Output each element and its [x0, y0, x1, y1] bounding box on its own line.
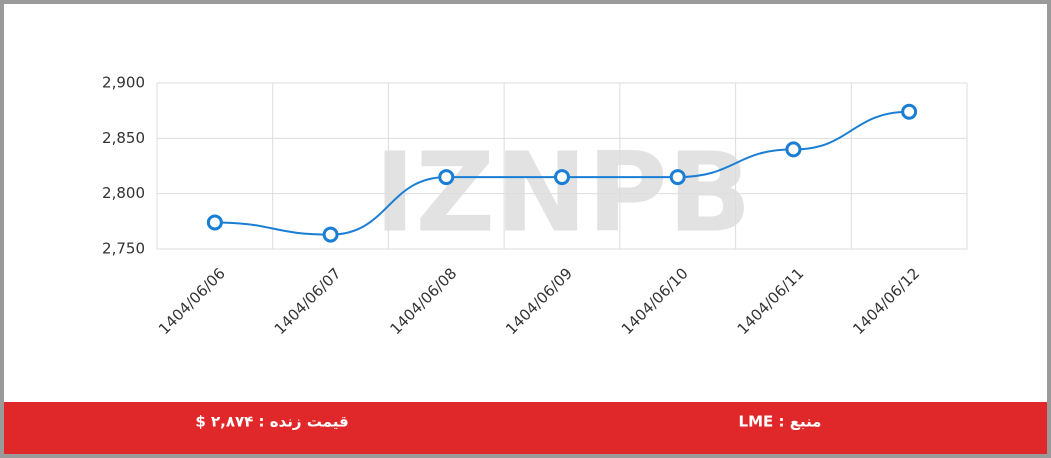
marker	[322, 226, 339, 243]
marker	[901, 103, 918, 120]
footer-bar	[4, 402, 1047, 454]
panel	[4, 4, 1047, 454]
y-tick-label: 2,750	[102, 240, 145, 258]
footer-price: قیمت زنده : ۲,۸۷۴ $	[195, 413, 348, 431]
y-tick-label: 2,900	[102, 74, 145, 92]
watermark: IZNPB	[374, 128, 751, 256]
marker	[554, 169, 570, 186]
footer-source: منبع : LME	[739, 413, 822, 431]
marker	[438, 169, 455, 186]
marker	[669, 169, 686, 186]
y-tick-label: 2,850	[102, 129, 145, 147]
marker	[206, 214, 223, 231]
marker	[785, 141, 802, 158]
y-tick-label: 2,800	[102, 184, 145, 202]
